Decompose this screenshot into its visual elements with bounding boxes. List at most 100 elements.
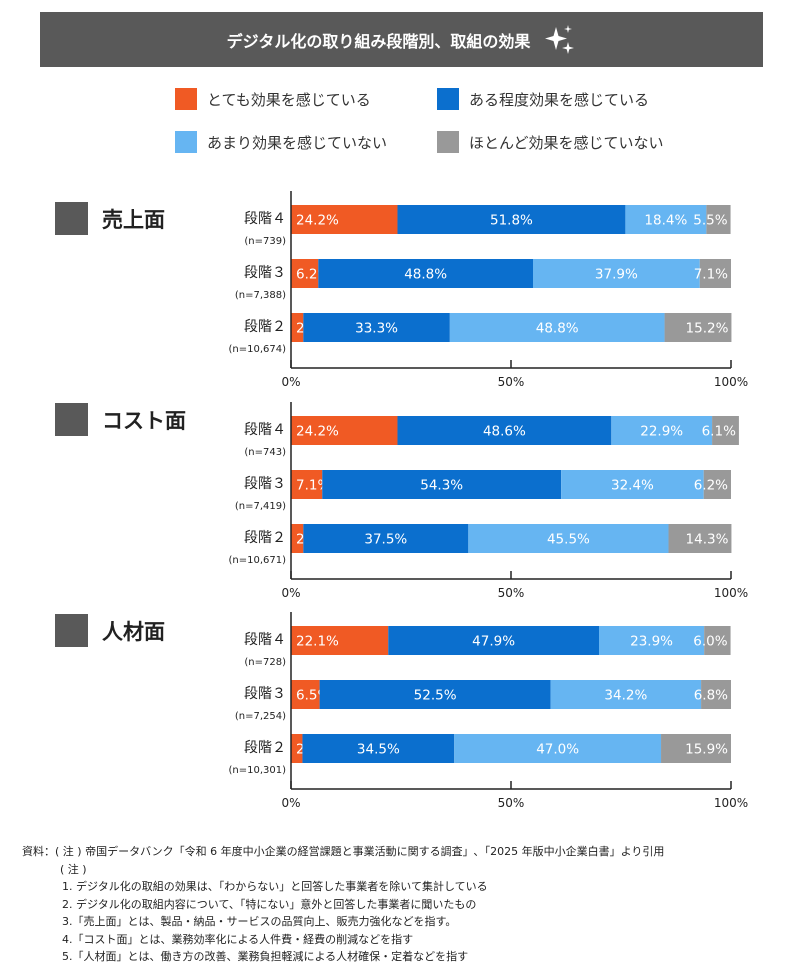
tick-label: 100%: [714, 796, 748, 810]
bar-segment: [454, 734, 662, 763]
bar-segment: [388, 626, 599, 655]
category-label: 段階３: [244, 476, 286, 492]
bar-segment: [449, 313, 665, 342]
data-label: 52.5%: [414, 688, 457, 704]
data-label: 34.2%: [604, 688, 647, 704]
bar-segment: [291, 524, 304, 553]
legend-swatch: [437, 88, 459, 110]
data-label: 37.5%: [364, 532, 407, 548]
bar-segment: [302, 734, 455, 763]
data-label: 45.5%: [547, 532, 590, 548]
tick-label: 50%: [498, 796, 525, 810]
chart-title-bar: デジタル化の取り組み段階別、取組の効果: [40, 12, 763, 67]
category-label: 段階４: [244, 211, 286, 227]
category-label: 段階４: [244, 422, 286, 438]
bar-segment: [611, 416, 713, 445]
section-marker: [55, 614, 88, 647]
data-label: 22.1%: [296, 634, 339, 650]
category-label: 段階２: [244, 740, 286, 756]
note-item: 2. デジタル化の取組内容について、「特にない」意外と回答した事業者に聞いたもの: [62, 897, 477, 911]
bar-segment: [664, 313, 732, 342]
bar-segment: [291, 680, 320, 709]
data-label: 23.9%: [630, 634, 673, 650]
data-label: 5.5%: [693, 213, 727, 229]
bar-segment: [397, 416, 612, 445]
bar-segment: [561, 470, 704, 499]
section-title: コスト面: [102, 408, 186, 433]
tick-label: 0%: [281, 375, 300, 389]
data-label: 14.3%: [686, 532, 729, 548]
bar-segment: [291, 734, 303, 763]
bar-segment: [599, 626, 705, 655]
category-label: 段階４: [244, 632, 286, 648]
data-label: 48.8%: [404, 267, 447, 283]
bar-segment: [291, 313, 304, 342]
n-label: (n=728): [244, 657, 286, 668]
data-label: 6.2%: [694, 478, 728, 494]
data-label: 47.0%: [536, 742, 579, 758]
data-label: 22.9%: [640, 424, 683, 440]
n-label: (n=743): [244, 447, 286, 458]
data-label: 54.3%: [420, 478, 463, 494]
bar-segment: [661, 734, 731, 763]
bar-segment: [303, 524, 469, 553]
data-label: 37.9%: [595, 267, 638, 283]
note-head: ( 注 ): [60, 862, 87, 876]
note-item: 4.「コスト面」とは、業務効率化による人件費・経費の削減などを指す: [62, 932, 414, 946]
category-label: 段階２: [244, 530, 286, 546]
section-title: 売上面: [102, 207, 165, 232]
data-label: 7.1%: [694, 267, 728, 283]
tick-label: 50%: [498, 586, 525, 600]
data-label: 6.8%: [694, 688, 728, 704]
bar-segment: [712, 416, 739, 445]
bar-segment: [303, 313, 450, 342]
bar-segment: [291, 259, 319, 288]
n-label: (n=10,674): [228, 344, 286, 355]
notes: 資料：( 注 ) 帝国データバンク「令和 6 年度中小企業の経営課題と事業活動に…: [22, 843, 782, 966]
legend-label: とても効果を感じている: [207, 90, 371, 109]
bar-segment: [291, 205, 398, 234]
legend-item-hardly-effective: ほとんど効果を感じていない: [437, 131, 664, 153]
tick-label: 100%: [714, 375, 748, 389]
tick-label: 0%: [281, 586, 300, 600]
legend-label: ある程度効果を感じている: [469, 90, 650, 109]
data-label: 48.8%: [536, 321, 579, 337]
bar-segment: [701, 680, 731, 709]
data-label: 6.0%: [693, 634, 727, 650]
data-label: 48.6%: [483, 424, 526, 440]
section-marker: [55, 202, 88, 235]
data-label: 15.2%: [686, 321, 729, 337]
bar-segment: [706, 205, 731, 234]
data-label: 6.1%: [702, 424, 736, 440]
section-label-sales: 売上面: [55, 202, 165, 235]
data-label: 15.9%: [685, 742, 728, 758]
data-label: 24.2%: [296, 424, 339, 440]
n-label: (n=7,419): [235, 501, 286, 512]
bar-segment: [550, 680, 702, 709]
data-label: 32.4%: [611, 478, 654, 494]
bar-segment: [291, 470, 323, 499]
n-label: (n=10,671): [228, 555, 286, 566]
category-label: 段階３: [244, 686, 286, 702]
bar-segment: [625, 205, 707, 234]
n-label: (n=739): [244, 236, 286, 247]
bar-segment: [319, 680, 551, 709]
section-label-cost: コスト面: [55, 403, 186, 436]
legend-item-somewhat-effective: ある程度効果を感じている: [437, 88, 649, 110]
chart-title: デジタル化の取り組み段階別、取組の効果: [226, 31, 531, 51]
note-item: 3.「売上面」とは、製品・納品・サービスの品質向上、販売力強化などを指す。: [62, 915, 457, 928]
note-item: 5.「人材面」とは、働き方の改善、業務負担軽減による人材確保・定着などを指す: [62, 950, 469, 963]
bar-segment: [397, 205, 626, 234]
bar-segment: [291, 416, 398, 445]
data-label: 24.2%: [296, 213, 339, 229]
n-label: (n=10,301): [228, 765, 286, 776]
bar-segment: [699, 259, 731, 288]
section-marker: [55, 403, 88, 436]
bar-segment: [468, 524, 669, 553]
bar-segment: [668, 524, 732, 553]
n-label: (n=7,388): [235, 290, 286, 301]
legend-label: あまり効果を感じていない: [207, 133, 388, 152]
tick-label: 100%: [714, 586, 748, 600]
category-label: 段階２: [244, 319, 286, 335]
sparkle-icon: [545, 24, 575, 54]
